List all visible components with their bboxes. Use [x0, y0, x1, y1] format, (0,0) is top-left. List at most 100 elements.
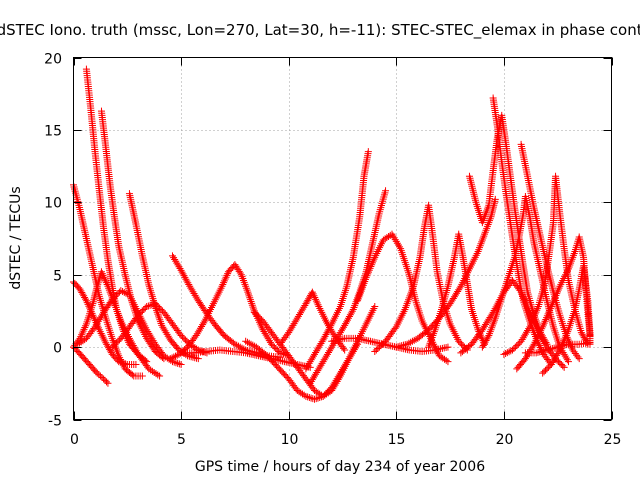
data-point	[177, 360, 185, 368]
data-point	[171, 255, 179, 263]
data-point	[574, 353, 582, 361]
data-point	[80, 325, 88, 333]
data-point	[179, 270, 187, 278]
data-point	[199, 321, 207, 329]
data-point	[332, 376, 340, 384]
data-point	[98, 270, 106, 278]
data-point	[184, 279, 192, 287]
series-arc-v	[392, 195, 499, 351]
data-point	[321, 354, 329, 362]
series-arc-c	[70, 343, 112, 387]
data-point	[287, 325, 295, 333]
data-point	[123, 335, 131, 343]
data-point	[539, 369, 547, 377]
data-point	[544, 363, 552, 371]
data-point	[219, 280, 227, 288]
data-point	[394, 241, 402, 249]
data-point	[265, 337, 273, 345]
y-tick-label: 0	[53, 341, 62, 357]
data-markers	[70, 65, 594, 403]
data-point	[196, 324, 204, 332]
series-arc-ad	[539, 262, 594, 377]
data-point	[297, 309, 305, 317]
data-point	[509, 346, 517, 354]
data-point	[309, 352, 317, 360]
data-point	[382, 187, 390, 195]
data-point	[114, 337, 122, 345]
x-tick-label: 10	[281, 432, 299, 448]
data-point	[82, 322, 90, 330]
data-point	[164, 332, 172, 340]
data-point	[300, 303, 308, 311]
data-point	[159, 323, 167, 331]
data-point	[343, 358, 351, 366]
x-tick-label: 20	[496, 432, 514, 448]
data-point	[520, 332, 528, 340]
data-point	[306, 379, 314, 387]
data-point	[81, 295, 89, 303]
data-point	[79, 327, 87, 335]
data-point	[119, 287, 127, 295]
data-point	[326, 347, 334, 355]
data-point	[319, 392, 327, 400]
data-point	[305, 359, 313, 367]
data-point	[135, 310, 143, 318]
data-point	[193, 330, 201, 338]
data-point	[102, 277, 110, 285]
data-point	[405, 339, 413, 347]
data-point	[161, 327, 169, 335]
data-point	[351, 344, 359, 352]
data-point	[108, 343, 116, 351]
data-point	[314, 367, 322, 375]
data-point	[168, 252, 176, 260]
data-point	[456, 339, 464, 347]
data-point	[82, 297, 90, 305]
data-point	[101, 275, 109, 283]
data-point	[178, 268, 186, 276]
data-point	[375, 343, 383, 351]
data-point	[307, 377, 315, 385]
data-point	[294, 312, 302, 320]
data-point	[304, 393, 312, 401]
data-point	[540, 338, 548, 346]
data-point	[110, 294, 118, 302]
data-point	[313, 368, 321, 376]
data-point	[312, 370, 320, 378]
data-point	[390, 234, 398, 242]
data-point	[335, 371, 343, 379]
data-point	[349, 347, 357, 355]
data-point	[522, 353, 530, 361]
y-tick-label: 5	[53, 269, 62, 285]
data-point	[242, 337, 250, 345]
data-point	[113, 291, 121, 299]
data-point	[557, 360, 565, 368]
data-point	[392, 237, 400, 245]
data-point	[311, 294, 319, 302]
data-point	[143, 358, 151, 366]
data-point	[302, 365, 310, 373]
data-point	[116, 358, 124, 366]
data-point	[320, 356, 328, 364]
data-point	[330, 380, 338, 388]
data-point	[535, 342, 543, 350]
data-point	[312, 395, 320, 403]
data-point	[314, 394, 322, 402]
data-point	[347, 351, 355, 359]
data-point	[329, 341, 337, 349]
data-point	[290, 320, 298, 328]
data-point	[334, 373, 342, 381]
data-point	[313, 347, 321, 355]
data-point	[529, 342, 537, 350]
x-tick-label: 15	[388, 432, 406, 448]
data-point	[341, 321, 349, 329]
data-point	[285, 329, 293, 337]
y-tick-label: 20	[44, 52, 62, 68]
data-point	[175, 263, 183, 271]
data-point	[220, 279, 228, 287]
data-point	[104, 379, 112, 387]
data-point	[323, 329, 331, 337]
data-point	[177, 332, 185, 340]
data-point	[306, 358, 314, 366]
data-point	[511, 343, 519, 351]
data-point	[174, 261, 182, 269]
